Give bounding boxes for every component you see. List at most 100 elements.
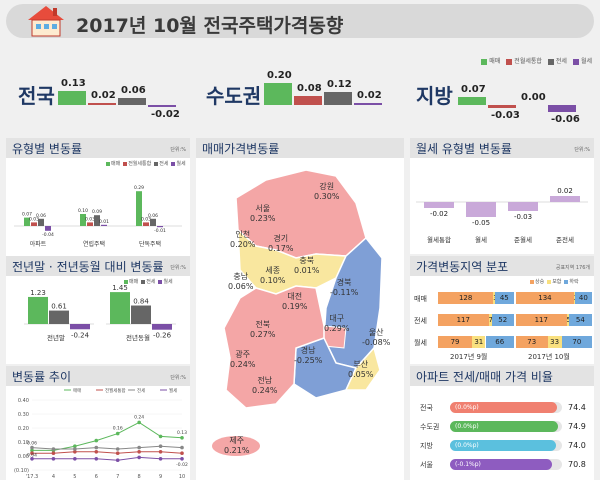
- bar-value-label: 0.10: [78, 208, 88, 214]
- mini-legend: 매매 전월세통합 전세 월세: [106, 160, 186, 167]
- bar-value-label: 0.84: [133, 298, 149, 306]
- panel-distribution: 가격변동지역 분포 공표지역 176개 상승 보합 하락 매매 128345134…: [410, 256, 594, 364]
- bar: [80, 214, 86, 226]
- x-tick-label: 5: [73, 474, 76, 480]
- series-point: [158, 457, 163, 461]
- x-tick-label: 9: [159, 474, 162, 480]
- summary-bar: [58, 90, 86, 105]
- bar: [508, 202, 538, 211]
- summary-bar: [488, 105, 516, 109]
- bar-value-label: 0.07: [22, 212, 32, 218]
- period-label: 2017년 10월: [528, 353, 570, 361]
- bar: [424, 202, 454, 208]
- summary-value: 0.07: [461, 84, 486, 96]
- summary-value: 0.20: [267, 70, 292, 81]
- legend-jeonse: 전세: [547, 56, 567, 65]
- bar: [157, 226, 163, 228]
- data-label: 0.13: [177, 430, 187, 436]
- bar: [110, 292, 130, 324]
- dist-segment: 70: [561, 336, 592, 348]
- summary-bar: [294, 96, 322, 105]
- map-region-label: 서울 0.23%: [250, 204, 276, 223]
- summary-value: 0.02: [357, 89, 382, 101]
- series-point: [180, 457, 184, 461]
- bar-value-label: -0.01: [154, 228, 166, 234]
- legend-label: 매매: [73, 387, 81, 394]
- legend-label: 전월세통합: [105, 387, 126, 394]
- dist-segment: 7: [488, 314, 492, 326]
- bar: [45, 226, 51, 231]
- summary-value: 0.02: [91, 89, 116, 101]
- map-region-label: 강원 0.30%: [314, 182, 340, 201]
- map-region-label: 전북 0.27%: [250, 320, 276, 339]
- series-point: [94, 450, 99, 454]
- unit-label: 단위:%: [170, 265, 186, 271]
- x-tick-label: 8: [138, 474, 141, 480]
- bar-value-label: -0.05: [472, 219, 490, 227]
- series-point: [115, 458, 120, 462]
- series-point: [137, 445, 141, 450]
- category-label: 준월세: [514, 235, 532, 244]
- summary-bar: [458, 97, 486, 105]
- bar-value-label: -0.02: [430, 210, 448, 218]
- summary-bar: [548, 105, 576, 112]
- series-point: [30, 451, 34, 455]
- series-point: [180, 436, 184, 440]
- data-label: 0.04: [27, 452, 37, 458]
- data-label: 0.24: [134, 414, 144, 420]
- dist-row-label: 매매: [414, 295, 427, 303]
- ratio-value: 74.4: [568, 403, 586, 412]
- bar: [143, 222, 149, 226]
- bar: [31, 222, 37, 226]
- panel-title: 아파트 전세/매매 가격 비율: [416, 370, 553, 384]
- map-region-label: 대전 0.19%: [282, 292, 308, 311]
- dist-segment: 73: [516, 336, 548, 348]
- legend-sale: 매매: [481, 56, 500, 65]
- series-point: [158, 450, 163, 454]
- series-point: [137, 455, 141, 460]
- data-label: 0.06: [27, 441, 37, 447]
- house-icon: [28, 6, 64, 37]
- page-title: 2017년 10월 전국주택가격동향: [76, 15, 344, 37]
- x-tick-label: '17.3: [26, 474, 39, 480]
- legend-label: 월세: [169, 387, 177, 394]
- map-region-label: 제주 0.21%: [224, 436, 250, 455]
- dist-segment: 40: [574, 292, 592, 304]
- summary-value: 0.08: [297, 83, 322, 95]
- bar: [136, 191, 142, 226]
- ratio-label: 수도권: [420, 423, 440, 431]
- bar: [28, 296, 48, 324]
- y-tick-label: 0.40: [18, 398, 29, 404]
- series-point: [73, 444, 77, 448]
- dist-segment: 117: [438, 314, 489, 326]
- bar: [550, 196, 580, 202]
- dist-segment: 45: [494, 292, 514, 304]
- bar: [94, 215, 100, 226]
- summary-bar: [118, 98, 146, 105]
- series-line: [31, 445, 183, 450]
- dist-segment: 117: [516, 314, 567, 326]
- dist-legend: 상승 보합 하락: [530, 278, 579, 285]
- type-change-chart: 0.070.030.06-0.04아파트0.100.030.090.01연립주택…: [14, 185, 182, 248]
- bar-value-label: -0.26: [153, 332, 172, 340]
- y-tick-label: 0.00: [18, 454, 29, 460]
- dist-segment: 31: [472, 336, 486, 348]
- series-point: [115, 431, 120, 436]
- summary-value: 0.00: [521, 92, 546, 103]
- series-point: [137, 420, 141, 425]
- summary-label: 수도권: [206, 84, 262, 108]
- y-tick-label: 0.10: [18, 440, 29, 446]
- map-region-label: 경북 -0.11%: [330, 278, 359, 297]
- map-region-label: 대구 0.29%: [324, 314, 350, 333]
- bar-value-label: 0.02: [557, 187, 573, 195]
- dist-segment: 33: [547, 336, 562, 348]
- bar: [150, 218, 156, 226]
- bar-value-label: 0.06: [36, 213, 46, 219]
- map-region-label: 인천 0.20%: [230, 230, 256, 249]
- series-point: [180, 445, 184, 450]
- bar: [70, 324, 90, 330]
- unit-label: 단위:%: [170, 375, 186, 381]
- bar: [131, 305, 151, 324]
